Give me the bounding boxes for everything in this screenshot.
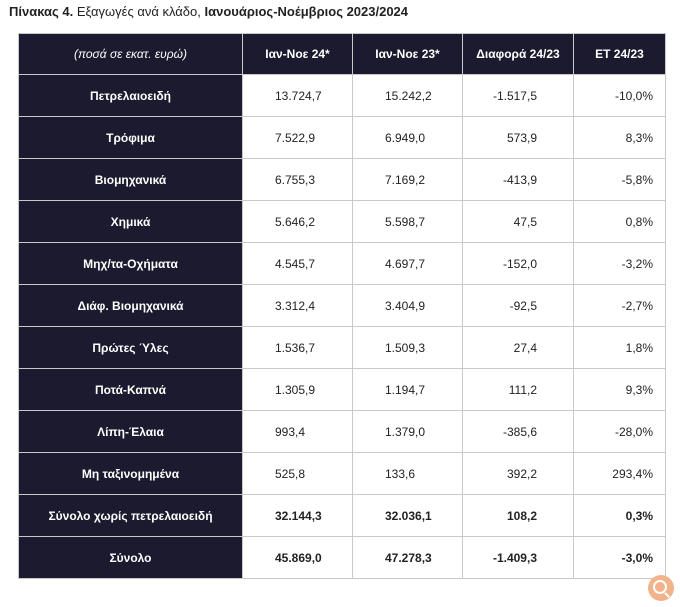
cell-change-pct: 8,3% (573, 116, 666, 159)
cell-difference: -92,5 (462, 284, 574, 327)
cell-change-pct: 1,8% (573, 326, 666, 369)
row-label: Πρώτες Ύλες (18, 326, 243, 369)
table-row: Βιομηχανικά 6.755,3 7.169,2 -413,9 -5,8% (18, 158, 666, 201)
cell-difference: 27,4 (462, 326, 574, 369)
cell-value-24: 1.305,9 (242, 368, 353, 411)
cell-change-pct: -3,0% (573, 536, 666, 579)
cell-difference: -1.409,3 (462, 536, 574, 579)
header-period-24: Ιαν-Νοε 24* (242, 33, 353, 75)
cell-value-23: 1.509,3 (352, 326, 463, 369)
table-row: Ποτά-Καπνά 1.305,9 1.194,7 111,2 9,3% (18, 368, 666, 411)
table-row: Πετρελαιοειδή 13.724,7 15.242,2 -1.517,5… (18, 74, 666, 117)
cell-value-24: 32.144,3 (242, 494, 353, 537)
cell-change-pct: -5,8% (573, 158, 666, 201)
subtotal-row: Σύνολο χωρίς πετρελαιοειδή 32.144,3 32.0… (18, 494, 666, 537)
cell-change-pct: -28,0% (573, 410, 666, 453)
cell-change-pct: -10,0% (573, 74, 666, 117)
cell-value-23: 3.404,9 (352, 284, 463, 327)
cell-value-23: 32.036,1 (352, 494, 463, 537)
cell-value-23: 133,6 (352, 452, 463, 495)
exports-table: (ποσά σε εκατ. ευρώ) Ιαν-Νοε 24* Ιαν-Νοε… (18, 33, 666, 579)
row-label: Σύνολο (18, 536, 243, 579)
row-label: Ποτά-Καπνά (18, 368, 243, 411)
cell-value-24: 13.724,7 (242, 74, 353, 117)
table-row: Διάφ. Βιομηχανικά 3.312,4 3.404,9 -92,5 … (18, 284, 666, 327)
table-row: Χημικά 5.646,2 5.598,7 47,5 0,8% (18, 200, 666, 243)
cell-difference: 392,2 (462, 452, 574, 495)
cell-value-24: 1.536,7 (242, 326, 353, 369)
cell-change-pct: -3,2% (573, 242, 666, 285)
cell-change-pct: 293,4% (573, 452, 666, 495)
header-difference: Διαφορά 24/23 (462, 33, 574, 75)
cell-value-23: 1.379,0 (352, 410, 463, 453)
caption-text: Εξαγωγές ανά κλάδο, (73, 4, 205, 19)
cell-value-24: 6.755,3 (242, 158, 353, 201)
cell-difference: 108,2 (462, 494, 574, 537)
cell-difference: 573,9 (462, 116, 574, 159)
cell-value-24: 525,8 (242, 452, 353, 495)
caption-period: Ιανουάριος-Νοέμβριος 2023/2024 (204, 4, 409, 19)
cell-change-pct: 0,8% (573, 200, 666, 243)
row-label: Λίπη-Έλαια (18, 410, 243, 453)
table-row: Μηχ/τα-Οχήματα 4.545,7 4.697,7 -152,0 -3… (18, 242, 666, 285)
cell-value-23: 6.949,0 (352, 116, 463, 159)
cell-value-23: 47.278,3 (352, 536, 463, 579)
row-label: Μη ταξινομημένα (18, 452, 243, 495)
row-label: Διάφ. Βιομηχανικά (18, 284, 243, 327)
caption-label: Πίνακας 4. (9, 4, 74, 19)
cell-value-23: 15.242,2 (352, 74, 463, 117)
table-caption: Πίνακας 4. Εξαγωγές ανά κλάδο, Ιανουάριο… (9, 3, 669, 21)
row-label: Μηχ/τα-Οχήματα (18, 242, 243, 285)
cell-difference: -385,6 (462, 410, 574, 453)
table-row: Τρόφιμα 7.522,9 6.949,0 573,9 8,3% (18, 116, 666, 159)
row-label: Σύνολο χωρίς πετρελαιοειδή (18, 494, 243, 537)
row-label: Βιομηχανικά (18, 158, 243, 201)
cell-value-24: 3.312,4 (242, 284, 353, 327)
cell-value-23: 5.598,7 (352, 200, 463, 243)
cell-difference: 111,2 (462, 368, 574, 411)
table-row: Μη ταξινομημένα 525,8 133,6 392,2 293,4% (18, 452, 666, 495)
total-row: Σύνολο 45.869,0 47.278,3 -1.409,3 -3,0% (18, 536, 666, 579)
cell-difference: -413,9 (462, 158, 574, 201)
cell-change-pct: -2,7% (573, 284, 666, 327)
row-label: Χημικά (18, 200, 243, 243)
cell-value-24: 45.869,0 (242, 536, 353, 579)
cell-value-23: 7.169,2 (352, 158, 463, 201)
header-change-pct: ΕΤ 24/23 (573, 33, 666, 75)
cell-difference: -152,0 (462, 242, 574, 285)
zoom-in-icon[interactable] (648, 575, 674, 601)
cell-change-pct: 9,3% (573, 368, 666, 411)
cell-value-23: 4.697,7 (352, 242, 463, 285)
cell-difference: -1.517,5 (462, 74, 574, 117)
cell-change-pct: 0,3% (573, 494, 666, 537)
cell-value-24: 5.646,2 (242, 200, 353, 243)
cell-value-24: 7.522,9 (242, 116, 353, 159)
header-period-23: Ιαν-Νοε 23* (352, 33, 463, 75)
cell-value-23: 1.194,7 (352, 368, 463, 411)
row-label: Πετρελαιοειδή (18, 74, 243, 117)
table-row: Λίπη-Έλαια 993,4 1.379,0 -385,6 -28,0% (18, 410, 666, 453)
cell-value-24: 4.545,7 (242, 242, 353, 285)
table-row: Πρώτες Ύλες 1.536,7 1.509,3 27,4 1,8% (18, 326, 666, 369)
row-label: Τρόφιμα (18, 116, 243, 159)
cell-value-24: 993,4 (242, 410, 353, 453)
cell-difference: 47,5 (462, 200, 574, 243)
header-unit: (ποσά σε εκατ. ευρώ) (18, 33, 243, 75)
header-row: (ποσά σε εκατ. ευρώ) Ιαν-Νοε 24* Ιαν-Νοε… (18, 33, 666, 75)
